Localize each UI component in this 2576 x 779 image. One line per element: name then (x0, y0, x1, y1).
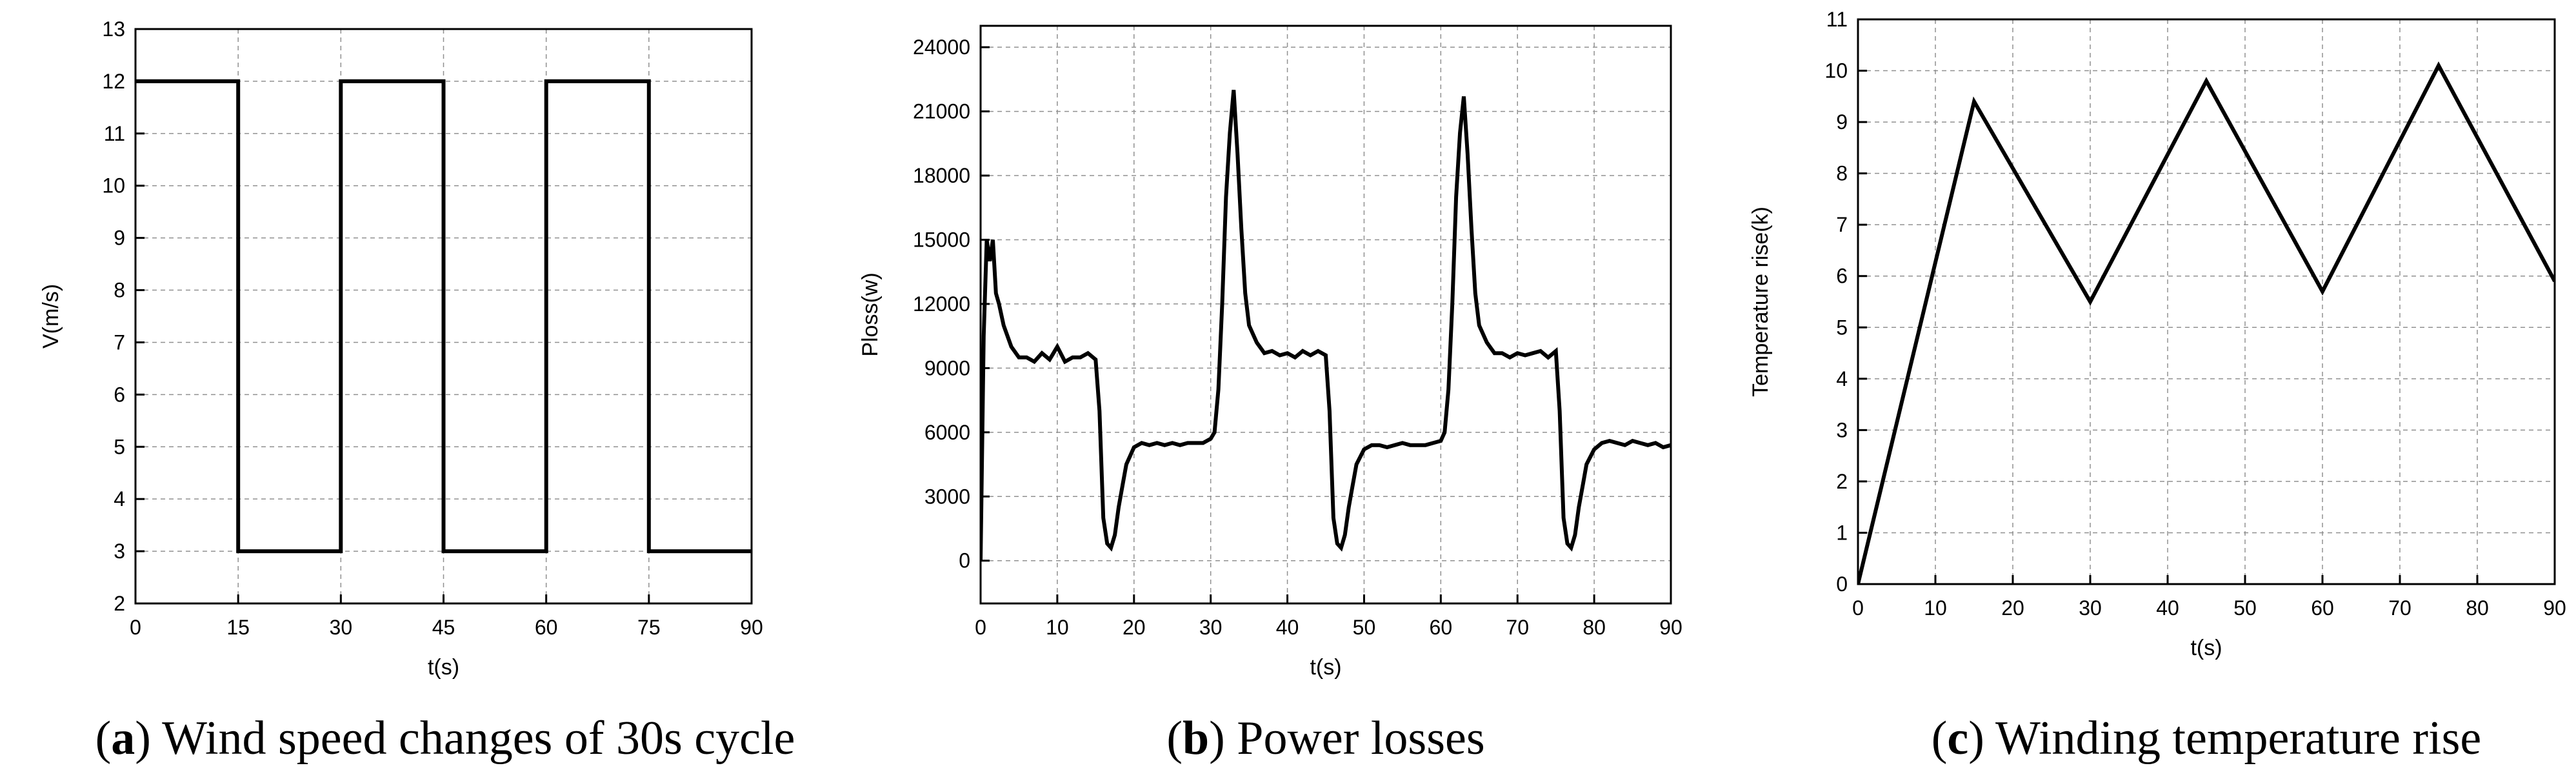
y-axis-label: V(m/s) (39, 284, 63, 349)
x-tick-label: 70 (1506, 616, 1529, 639)
y-tick-label: 12 (102, 70, 125, 93)
x-tick-label: 20 (1123, 616, 1146, 639)
grid-b (981, 26, 1671, 603)
y-axis-label: Temperature rise(k) (1748, 207, 1773, 397)
y-tick-label: 6 (1836, 265, 1848, 288)
x-tick-label: 20 (2001, 596, 2024, 620)
y-tick-label: 15000 (913, 228, 970, 251)
x-tick-label: 90 (740, 616, 763, 639)
x-tick-label: 50 (2233, 596, 2257, 620)
y-tick-label: 4 (1836, 367, 1848, 390)
x-tick-label: 90 (2543, 596, 2566, 620)
x-tick-label: 50 (1353, 616, 1376, 639)
x-tick-label: 10 (1046, 616, 1069, 639)
y-tick-label: 6 (114, 383, 125, 406)
x-tick-label: 30 (2079, 596, 2102, 620)
x-tick-label: 45 (432, 616, 455, 639)
y-tick-label: 8 (114, 279, 125, 302)
y-tick-label: 1 (1836, 521, 1848, 544)
caption-b: (b) Power losses (1166, 712, 1484, 765)
x-tick-label: 60 (2311, 596, 2334, 620)
y-tick-label: 11 (1826, 8, 1848, 31)
x-tick-label: 30 (1199, 616, 1223, 639)
y-tick-label: 3000 (924, 485, 970, 508)
x-tick-label: 75 (637, 616, 661, 639)
chart-b: 0 10 20 30 40 50 60 70 80 90 0 3000 6000 9000 12000 150… (858, 25, 1682, 765)
y-tick-label: 6000 (924, 421, 970, 444)
series-line-b (981, 90, 1671, 561)
y-tick-label: 0 (1836, 572, 1848, 596)
x-axis-label: t(s) (1310, 655, 1341, 680)
plot-frame-c (1857, 18, 2556, 585)
series-line-a (135, 79, 752, 554)
grid-c (1858, 19, 2555, 584)
x-tick-label: 0 (1852, 596, 1864, 620)
y-tick-label: 13 (102, 17, 125, 41)
x-tick-label: 90 (1659, 616, 1682, 639)
x-tick-label: 10 (1924, 596, 1947, 620)
y-tick-label: 3 (1836, 418, 1848, 441)
y-tick-label: 9000 (924, 356, 970, 379)
y-tick-label: 9 (1836, 110, 1848, 134)
y-tick-label: 9 (114, 227, 125, 250)
y-tick-label: 5 (1836, 316, 1848, 339)
y-tick-label: 7 (114, 330, 125, 354)
x-tick-label: 80 (1583, 616, 1606, 639)
y-tick-label: 21000 (913, 100, 970, 123)
y-tick-label: 7 (1836, 213, 1848, 236)
caption-c: (c) Winding temperature rise (1932, 712, 2482, 765)
y-tick-label: 10 (1824, 59, 1848, 83)
series-line-c (1858, 61, 2555, 584)
y-tick-label: 2 (114, 592, 125, 615)
x-tick-label: 0 (975, 616, 986, 639)
x-tick-label: 0 (130, 616, 141, 639)
y-tick-label: 8 (1836, 162, 1848, 185)
y-tick-label: 5 (114, 435, 125, 458)
y-tick-label: 18000 (913, 164, 970, 187)
x-tick-label: 60 (535, 616, 558, 639)
y-axis-label: Ploss(w) (858, 272, 883, 356)
y-tick-label: 24000 (913, 35, 970, 59)
y-tick-label: 0 (959, 549, 970, 572)
chart-c: 0 10 20 30 40 50 60 70 80 90 0 1 2 3 4 5 6 7 8 9 10 11 t(s) Tem… (1748, 8, 2566, 765)
x-tick-label: 30 (330, 616, 353, 639)
x-axis-label: t(s) (428, 655, 459, 680)
chart-a: 0 15 30 45 60 75 902345678910111213t(s)V(m/s)(… (39, 17, 795, 765)
plot-frame-b (979, 25, 1672, 605)
x-tick-label: 40 (1276, 616, 1299, 639)
y-tick-label: 2 (1836, 470, 1848, 493)
caption-a: (a) Wind speed changes of 30s cycle (95, 712, 795, 765)
x-tick-label: 15 (226, 616, 250, 639)
y-tick-label: 11 (104, 122, 125, 145)
y-tick-label: 4 (114, 487, 125, 511)
x-tick-label: 60 (1430, 616, 1453, 639)
x-tick-label: 70 (2388, 596, 2411, 620)
y-tick-label: 12000 (913, 292, 970, 316)
y-tick-label: 3 (114, 540, 125, 563)
x-tick-label: 80 (2466, 596, 2489, 620)
x-axis-label: t(s) (2190, 636, 2222, 660)
y-tick-label: 10 (102, 174, 125, 197)
x-tick-label: 40 (2156, 596, 2179, 620)
